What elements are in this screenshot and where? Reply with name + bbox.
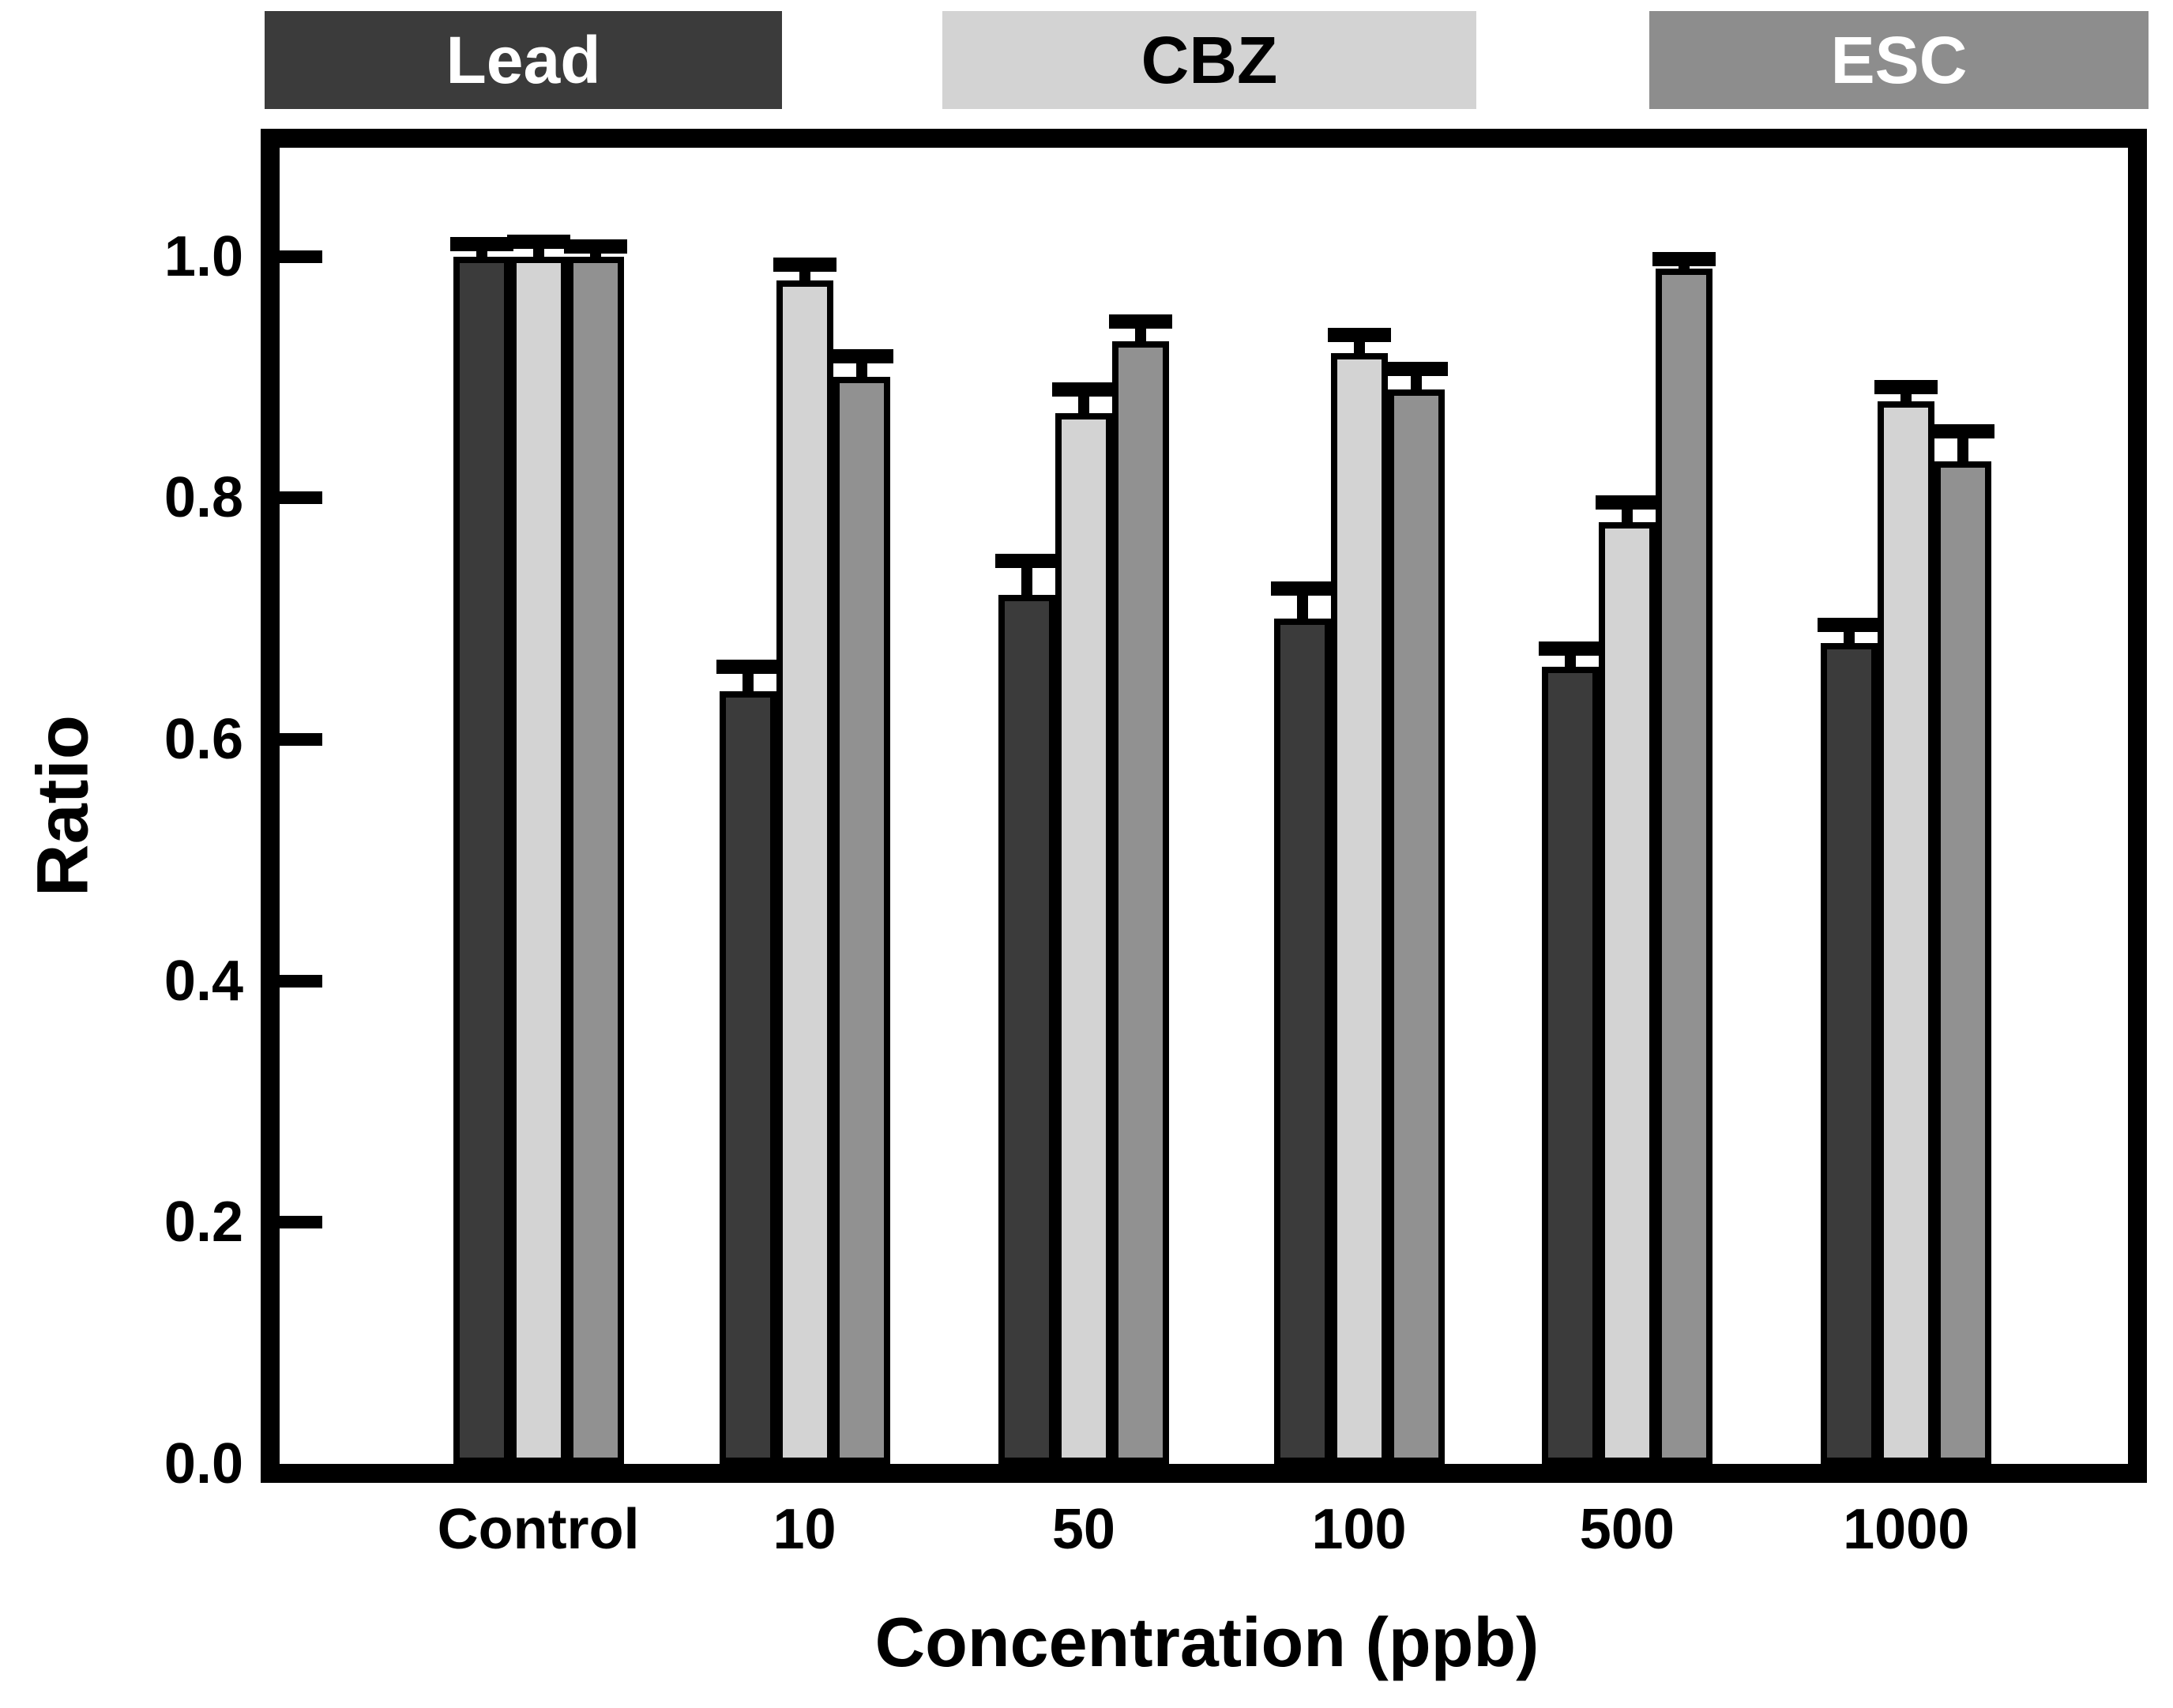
error-bar-cap bbox=[1931, 424, 1995, 439]
y-tick-label: 0.0 bbox=[164, 1432, 243, 1495]
y-tick-mark bbox=[280, 732, 322, 746]
bar-lead-100 bbox=[1273, 619, 1331, 1464]
error-bar-cap bbox=[716, 660, 780, 675]
y-tick-label: 0.8 bbox=[164, 466, 243, 530]
y-axis-title: Ratio bbox=[22, 715, 103, 897]
x-axis-title: Concentration (ppb) bbox=[874, 1603, 1540, 1681]
error-bar-cap bbox=[1652, 251, 1716, 266]
error-bar-whisker bbox=[742, 667, 754, 696]
bar-cbz-1000 bbox=[1878, 401, 1935, 1464]
y-tick-label: 0.2 bbox=[164, 1191, 243, 1255]
error-bar-whisker bbox=[1296, 588, 1308, 624]
error-bar-cap bbox=[1538, 641, 1602, 656]
error-bar-cap bbox=[449, 237, 513, 252]
bar-cbz-50 bbox=[1055, 413, 1112, 1464]
bar-cbz-10 bbox=[776, 280, 833, 1464]
y-tick-mark bbox=[280, 250, 322, 263]
error-bar-cap bbox=[1595, 495, 1659, 510]
error-bar-whisker bbox=[1957, 431, 1969, 467]
legend-item-lead: Lead bbox=[265, 11, 782, 109]
legend-item-cbz: CBZ bbox=[942, 11, 1476, 109]
bar-esc-500 bbox=[1655, 268, 1712, 1464]
bar-lead-10 bbox=[719, 690, 776, 1464]
y-tick-label: 1.0 bbox=[164, 224, 243, 288]
y-tick-mark bbox=[280, 974, 322, 988]
error-bar-cap bbox=[1051, 382, 1115, 397]
x-tick-label-control: Control bbox=[437, 1498, 640, 1561]
error-bar-cap bbox=[1327, 327, 1391, 342]
x-tick-label-10: 10 bbox=[773, 1498, 836, 1561]
bar-lead-control bbox=[453, 256, 510, 1464]
error-bar-cap bbox=[829, 349, 893, 364]
bar-cbz-100 bbox=[1330, 352, 1388, 1464]
bar-esc-100 bbox=[1387, 389, 1445, 1464]
x-tick-label-100: 100 bbox=[1311, 1498, 1407, 1561]
y-tick-mark bbox=[280, 1216, 322, 1229]
error-bar-cap bbox=[563, 239, 627, 254]
x-tick-label-500: 500 bbox=[1579, 1498, 1675, 1561]
bar-cbz-control bbox=[509, 256, 567, 1464]
bar-lead-1000 bbox=[1821, 642, 1878, 1464]
legend-item-esc: ESC bbox=[1649, 11, 2149, 109]
bar-esc-control bbox=[566, 256, 624, 1464]
y-tick-label: 0.6 bbox=[164, 707, 243, 771]
error-bar-cap bbox=[1818, 617, 1882, 632]
bar-cbz-500 bbox=[1598, 521, 1656, 1464]
error-bar-whisker bbox=[1077, 389, 1089, 419]
error-bar-cap bbox=[1270, 581, 1334, 596]
x-tick-label-1000: 1000 bbox=[1843, 1498, 1970, 1561]
error-bar-cap bbox=[1874, 379, 1938, 394]
x-tick-label-50: 50 bbox=[1051, 1498, 1115, 1561]
bar-lead-50 bbox=[998, 594, 1055, 1464]
y-tick-mark bbox=[280, 491, 322, 505]
error-bar-cap bbox=[1384, 361, 1448, 376]
bar-lead-500 bbox=[1541, 667, 1599, 1464]
error-bar-cap bbox=[773, 258, 836, 273]
bar-esc-1000 bbox=[1934, 461, 1992, 1464]
bar-esc-10 bbox=[833, 377, 890, 1464]
y-tick-label: 0.4 bbox=[164, 949, 243, 1013]
error-bar-cap bbox=[506, 235, 570, 250]
bar-esc-50 bbox=[1111, 340, 1169, 1464]
error-bar-cap bbox=[994, 553, 1058, 568]
error-bar-cap bbox=[1108, 314, 1172, 329]
error-bar-whisker bbox=[1021, 560, 1032, 600]
